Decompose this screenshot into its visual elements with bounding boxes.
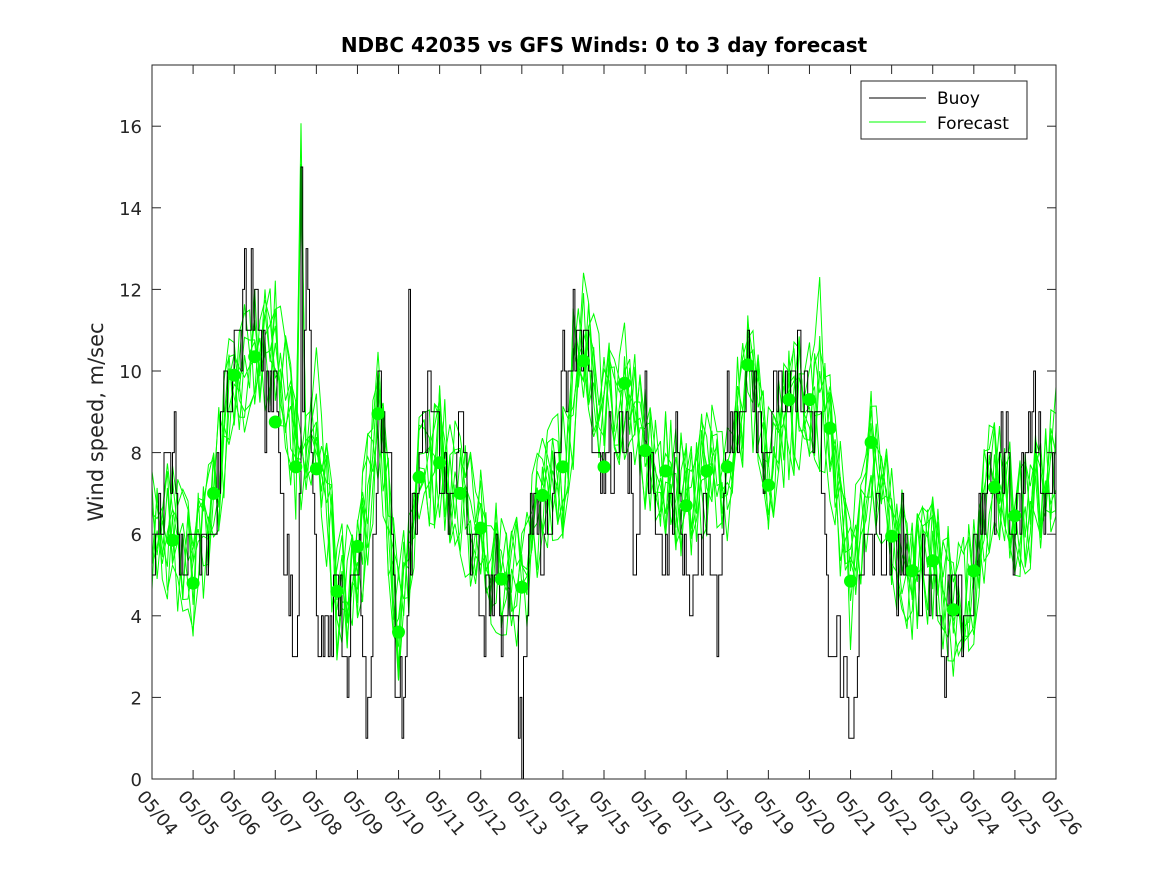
forecast-marker [618, 376, 631, 390]
forecast-marker [248, 350, 262, 364]
y-tick-label: 2 [131, 688, 142, 709]
forecast-marker [987, 480, 1001, 494]
forecast-marker [844, 574, 857, 588]
y-tick-label: 8 [131, 444, 142, 465]
y-axis-label: Wind speed, m/sec [84, 322, 108, 521]
forecast-marker [309, 462, 323, 476]
y-tick-label: 6 [131, 525, 142, 546]
forecast-marker [741, 358, 755, 372]
forecast-marker [638, 444, 652, 458]
forecast-marker [803, 393, 816, 407]
forecast-marker [659, 464, 673, 478]
forecast-marker [289, 460, 303, 474]
y-axis-ticks: 0 2 4 6 8 10 12 14 16 [119, 117, 1056, 791]
legend: Buoy Forecast [860, 80, 1028, 140]
legend-box [860, 80, 1028, 140]
forecast-marker [515, 580, 529, 594]
forecast-marker [433, 456, 447, 470]
y-tick-label: 16 [119, 117, 142, 138]
legend-buoy-label: Buoy [937, 89, 980, 109]
forecast-marker [412, 470, 426, 484]
forecast-marker [474, 521, 488, 535]
y-tick-label: 14 [119, 199, 142, 220]
forecast-marker [926, 554, 940, 568]
y-tick-label: 4 [131, 607, 142, 628]
chart-title: NDBC 42035 vs GFS Winds: 0 to 3 day fore… [341, 33, 868, 57]
forecast-marker [392, 625, 405, 639]
y-tick-label: 10 [119, 362, 142, 383]
forecast-marker [371, 407, 385, 421]
forecast-marker [679, 499, 693, 513]
forecast-marker [905, 564, 919, 578]
y-tick-label: 0 [131, 770, 142, 791]
forecast-marker [453, 486, 467, 500]
forecast-marker [864, 435, 878, 449]
forecast-marker [1008, 509, 1022, 523]
forecast-marker [720, 460, 734, 474]
forecast-marker [330, 584, 344, 598]
forecast-marker [556, 460, 570, 474]
forecast-marker [268, 415, 282, 429]
buoy-line [152, 166, 1056, 779]
forecast-marker [885, 529, 899, 543]
forecast-marker [782, 393, 796, 407]
y-tick-label: 12 [119, 280, 142, 301]
plot-area [152, 65, 1056, 779]
forecast-marker [597, 460, 611, 474]
forecast-marker [494, 572, 508, 586]
legend-forecast-label: Forecast [937, 114, 1009, 134]
forecast-marker [351, 539, 364, 553]
forecast-marker [577, 354, 590, 368]
forecast-marker [535, 488, 549, 502]
forecast-run-line [152, 272, 1056, 677]
forecast-marker [207, 486, 221, 500]
forecast-marker [227, 368, 241, 382]
forecast-marker [823, 421, 837, 435]
forecast-run-line [152, 280, 1056, 662]
forecast-markers [166, 350, 1022, 639]
forecast-marker [186, 576, 200, 590]
buoy-step-line [152, 166, 1056, 779]
forecast-marker [761, 478, 775, 492]
forecast-marker [946, 603, 960, 617]
forecast-marker [166, 533, 179, 547]
forecast-marker [700, 464, 714, 478]
forecast-marker [967, 564, 981, 578]
